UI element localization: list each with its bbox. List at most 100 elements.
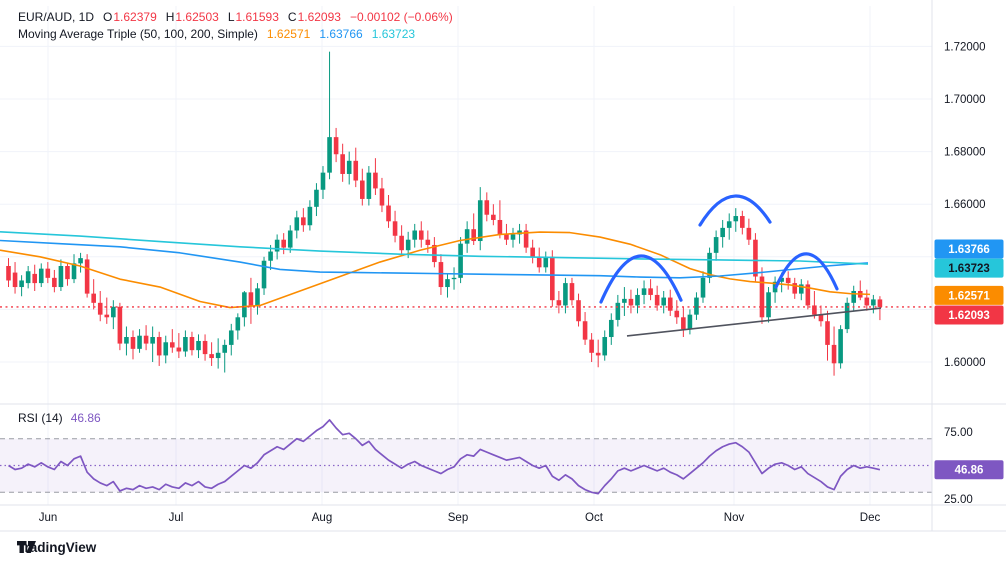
close-value: 1.62093: [297, 10, 341, 24]
candle-body: [373, 172, 378, 189]
candle-body: [635, 294, 640, 306]
price-badge-value: 1.63723: [948, 263, 990, 275]
candle-body: [550, 256, 555, 301]
candle-body: [117, 306, 123, 344]
price-badge: [934, 285, 1004, 305]
candle-body: [84, 259, 90, 294]
rsi-pane[interactable]: [0, 404, 932, 505]
price-axis-label: 1.72000: [944, 41, 986, 53]
candle-body: [785, 277, 791, 284]
rsi-badge-value: 46.86: [955, 465, 984, 477]
candle-body: [746, 227, 752, 240]
arc-annotation[interactable]: [599, 254, 683, 304]
close-label: C: [287, 10, 297, 24]
price-axis-label: 1.66000: [944, 199, 986, 211]
candle-body: [471, 229, 476, 242]
low-label: L: [227, 10, 235, 24]
candle-body: [170, 342, 175, 348]
price-axis[interactable]: [932, 0, 1006, 531]
candle-body: [379, 188, 385, 206]
candle-body: [536, 256, 542, 268]
candle-body: [268, 251, 273, 261]
candle-body: [825, 321, 830, 345]
candle-body: [163, 342, 169, 356]
brand-label: TradingView: [17, 540, 97, 555]
candle-body: [700, 277, 706, 298]
candle-body: [261, 260, 267, 289]
candle-body: [130, 337, 136, 349]
candle-body: [52, 277, 57, 288]
time-axis-labels: Jun Jul Aug Sep Oct Nov Dec: [39, 512, 881, 524]
main-legend: EUR/AUD, 1D O 1.62379 H 1.62503 L 1.61593 C…: [18, 10, 453, 41]
candle-body: [687, 314, 693, 330]
ohlc-high: H 1.62503: [166, 10, 219, 24]
candle-body: [740, 216, 745, 228]
candle-body: [314, 189, 319, 207]
month-label: Nov: [724, 512, 745, 524]
candle-body: [405, 239, 411, 251]
symbol-title[interactable]: EUR/AUD, 1D: [18, 10, 95, 24]
candle-body: [287, 230, 293, 248]
rsi-current-value: 46.86: [70, 411, 101, 425]
candle-body: [818, 314, 824, 322]
candle-body: [766, 292, 771, 318]
candle-body: [19, 280, 24, 288]
candle-body: [111, 306, 116, 318]
arc-annotation[interactable]: [774, 252, 839, 291]
time-axis[interactable]: [0, 505, 932, 531]
candle-body: [838, 329, 843, 364]
candlestick-series: [6, 51, 883, 376]
candle-body: [648, 288, 653, 295]
tradingview-logo[interactable]: TradingView: [17, 540, 96, 555]
rsi-badge: [934, 460, 1004, 480]
candle-body: [517, 230, 522, 235]
candle-body: [366, 172, 372, 199]
candle-body: [864, 297, 870, 306]
candle-body: [831, 344, 837, 364]
candle-body: [215, 352, 221, 359]
candle-body: [183, 337, 188, 352]
pane-borders: [0, 0, 1006, 532]
candle-body: [392, 221, 398, 236]
candle-body: [458, 243, 463, 278]
price-axis-labels: 1.72000 1.70000 1.68000 1.66000 1.60000 75.00…: [944, 41, 986, 506]
candle-body: [6, 266, 11, 281]
candle-body: [333, 137, 339, 155]
candle-body: [608, 319, 614, 338]
candle-body: [753, 239, 758, 277]
arc-annotation[interactable]: [698, 194, 772, 227]
sma-100-line: [0, 239, 869, 279]
candle-body: [798, 284, 804, 294]
candle-body: [654, 294, 660, 306]
candle-body: [97, 302, 103, 315]
rsi-indicator-title[interactable]: RSI (14): [18, 411, 63, 425]
candle-body: [726, 221, 732, 228]
candle-body: [274, 239, 280, 252]
candle-body: [707, 252, 712, 278]
main-pane[interactable]: [0, 0, 932, 404]
trendline-annotation[interactable]: [626, 307, 882, 337]
candle-body: [353, 160, 359, 181]
candle-body: [569, 283, 575, 301]
candle-body: [196, 340, 201, 351]
high-value: 1.62503: [175, 10, 219, 24]
price-badge-value: 1.62571: [948, 290, 990, 302]
indicator-title[interactable]: Moving Average Triple (50, 100, 200, Sim…: [18, 27, 258, 41]
candle-body: [143, 335, 149, 344]
candle-body: [228, 330, 234, 345]
month-label: Aug: [312, 512, 332, 524]
candle-body: [58, 266, 64, 288]
candle-body: [71, 263, 77, 280]
tradingview-icon: [17, 541, 36, 553]
candle-body: [661, 297, 666, 306]
month-label: Sep: [448, 512, 468, 524]
candle-body: [294, 217, 300, 231]
price-badge: [934, 305, 1004, 325]
candle-body: [595, 352, 601, 356]
candle-body: [812, 305, 817, 315]
candle-body: [412, 230, 418, 240]
candle-body: [32, 273, 38, 284]
ma200-value: 1.63723: [371, 27, 416, 41]
